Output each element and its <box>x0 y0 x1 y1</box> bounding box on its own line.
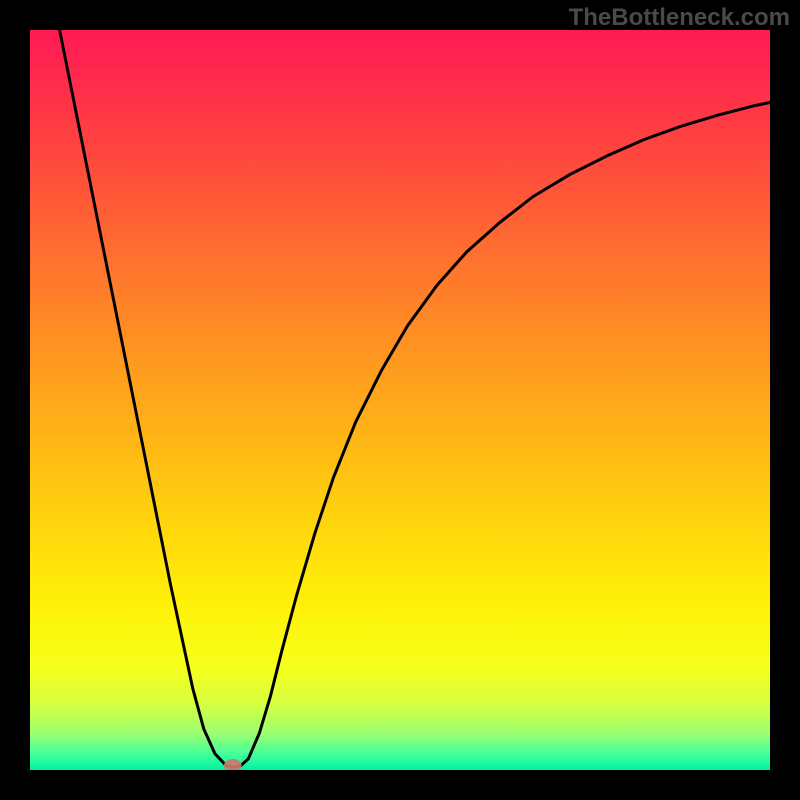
plot-svg <box>30 30 770 770</box>
gradient-background <box>30 30 770 770</box>
plot-area <box>30 30 770 770</box>
watermark-text: TheBottleneck.com <box>569 4 790 32</box>
chart-frame: TheBottleneck.com <box>0 0 800 800</box>
